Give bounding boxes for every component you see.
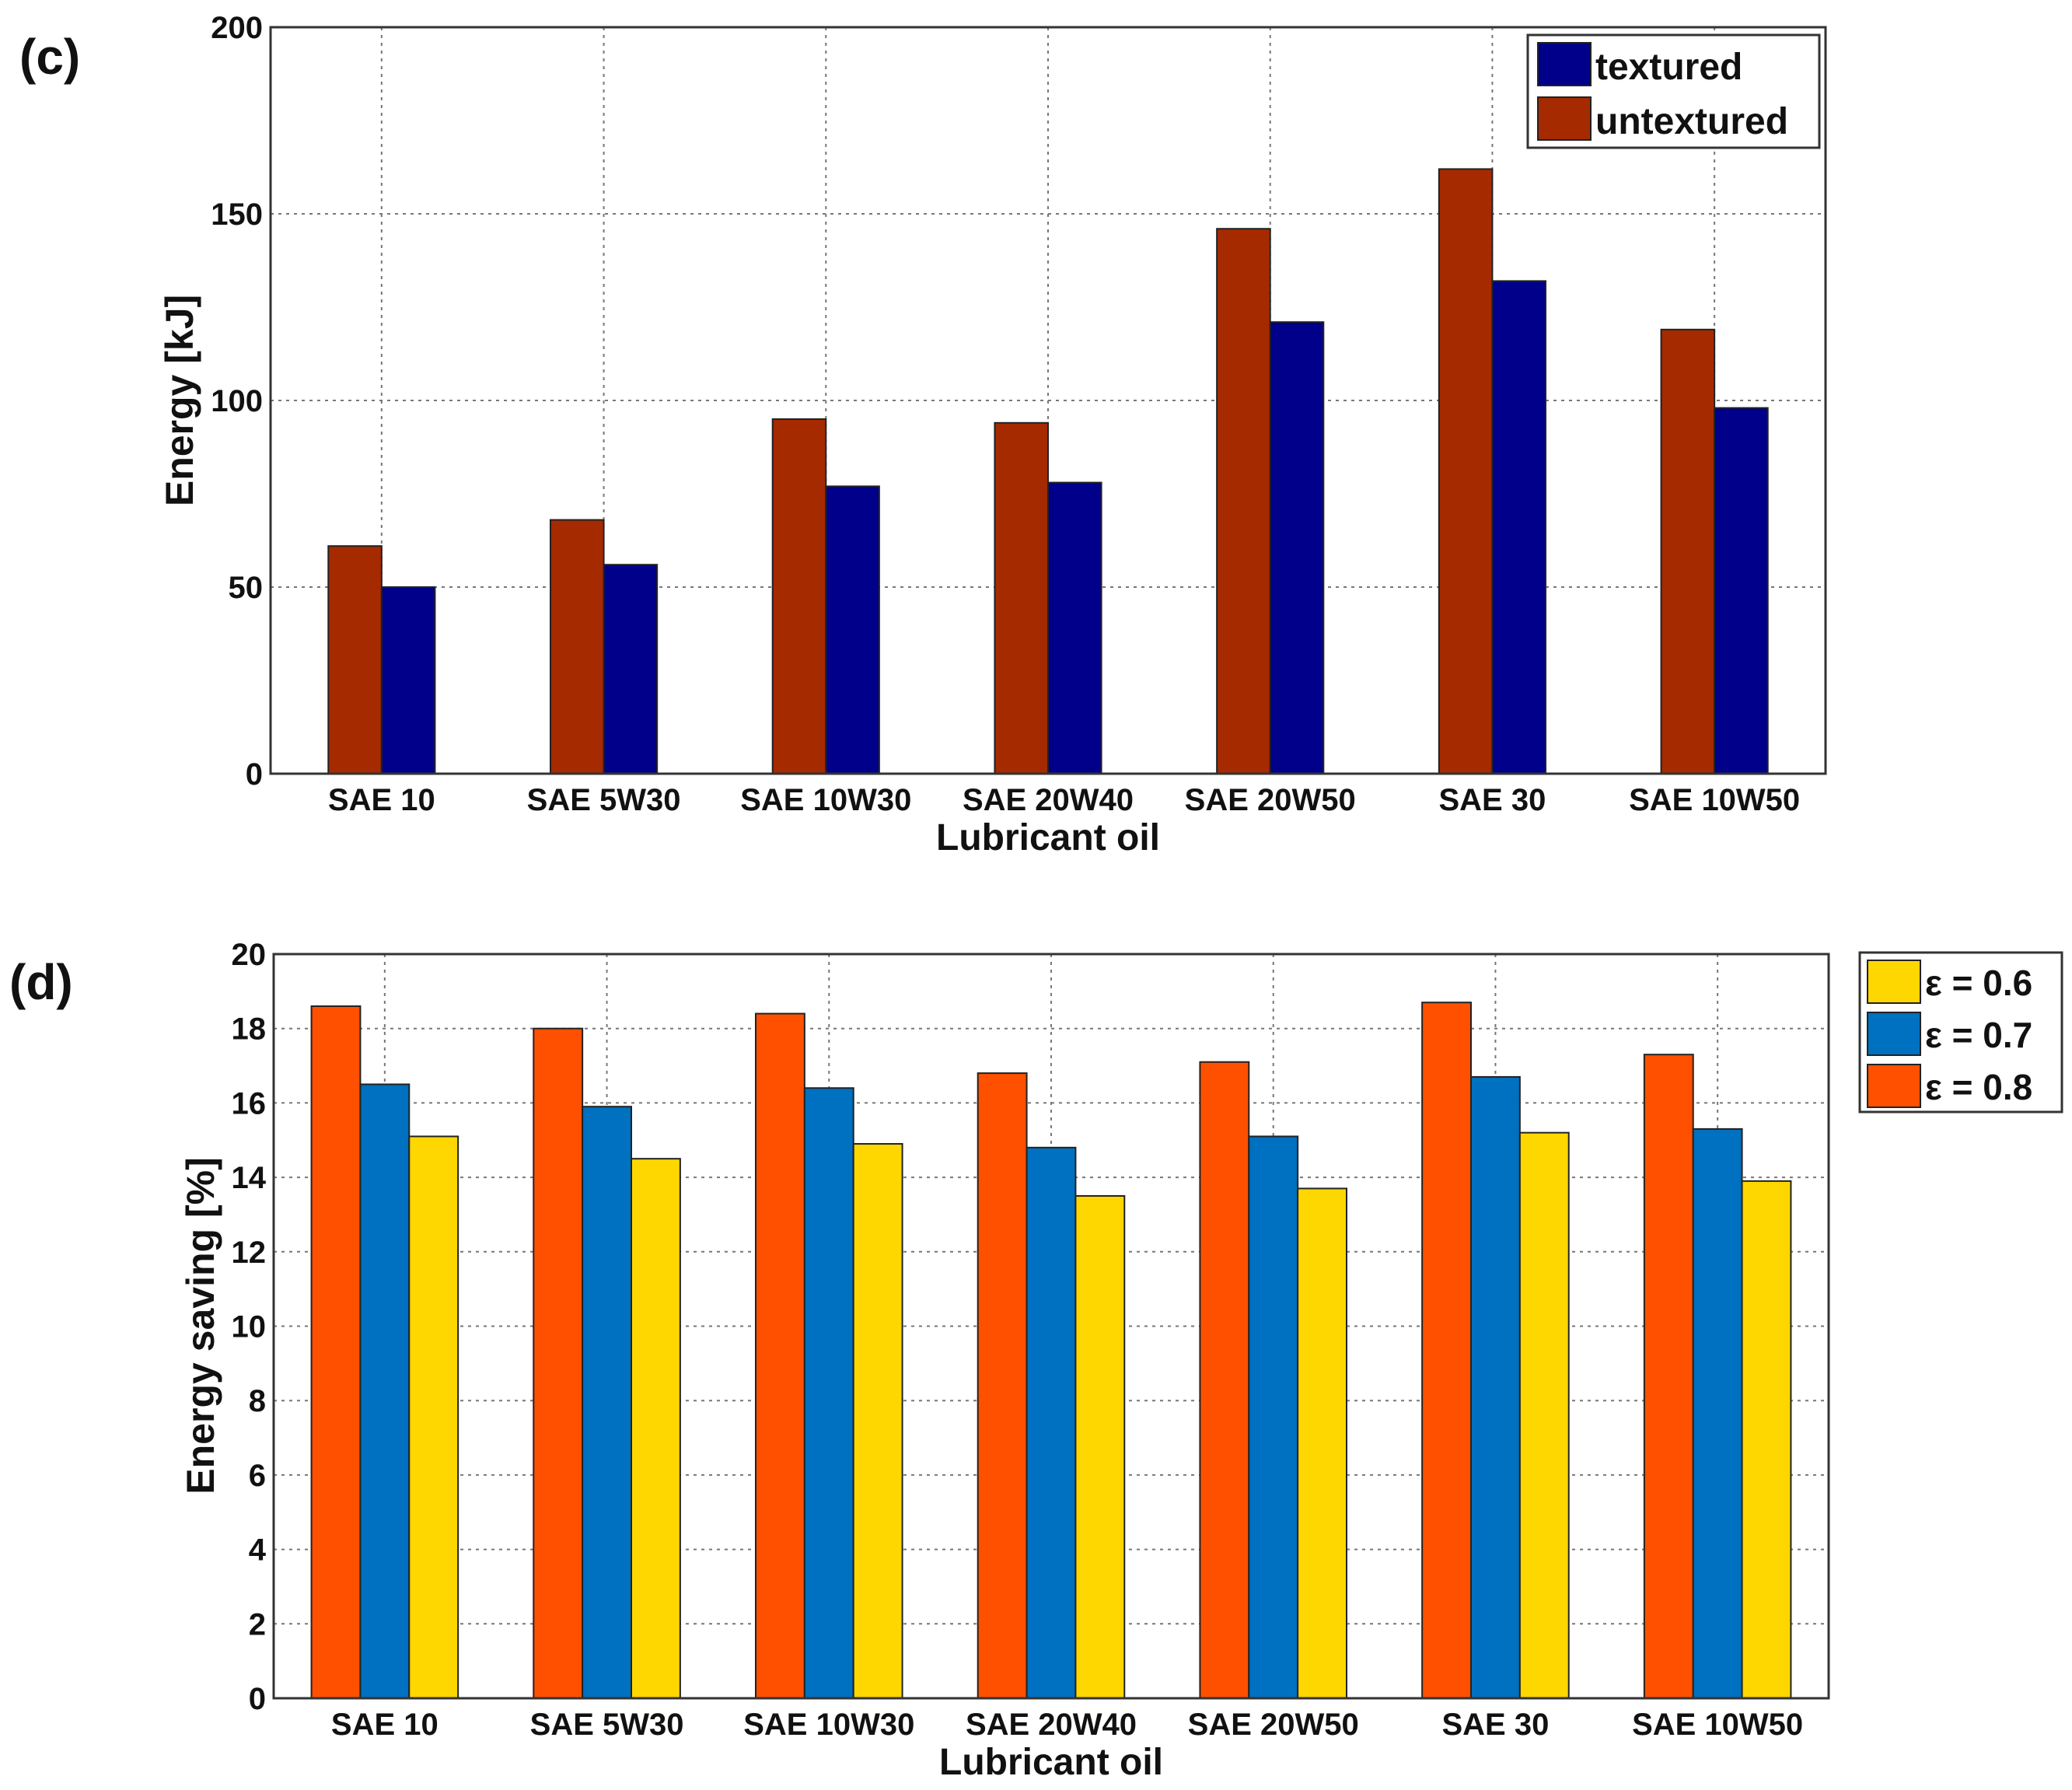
x-tick-label-sae-10w50: SAE 10W50 <box>1629 783 1800 817</box>
bar-0-8-sae-10w50 <box>1643 1054 1694 1699</box>
bar-0-7-sae-20w50 <box>1248 1135 1299 1699</box>
x-tick-label-sae-10w50: SAE 10W50 <box>1632 1708 1803 1742</box>
legend-label-textured: textured <box>1595 47 1742 88</box>
y-tick-label: 12 <box>232 1236 267 1270</box>
x-tick-label-sae-20w50: SAE 20W50 <box>1185 783 1356 817</box>
bar-0-7-sae-20w40 <box>1026 1146 1077 1699</box>
x-tick-labels-c: SAE 10 SAE 5W30 SAE 10W30 SAE 20W40 SAE 20W5… <box>328 783 1800 817</box>
y-tick-label: 18 <box>232 1012 267 1047</box>
legend-swatch-untextured <box>1537 96 1592 141</box>
x-tick-label-sae-20w50: SAE 20W50 <box>1188 1708 1359 1742</box>
y-tick-label: 6 <box>249 1459 266 1493</box>
axes-frame-c <box>269 26 1827 775</box>
bar-untextured-sae-20w50 <box>1216 228 1271 774</box>
y-tick-labels-d: 0 2 4 6 8 10 12 14 16 18 20 <box>232 938 267 1716</box>
y-tick-label: 2 <box>249 1607 266 1641</box>
bar-untextured-sae-5w30 <box>550 519 605 774</box>
y-axis-label-c: Energy [kJ] <box>158 295 201 506</box>
bar-0-7-sae-10w50 <box>1692 1127 1743 1699</box>
y-tick-label: 14 <box>232 1161 267 1195</box>
bar-0-6-sae-10w50 <box>1741 1180 1792 1699</box>
bar-textured-sae-5w30 <box>603 564 659 774</box>
y-tick-label: 10 <box>232 1310 267 1344</box>
bar-0-6-sae-10 <box>408 1135 459 1699</box>
x-tick-label-sae-5w30: SAE 5W30 <box>527 783 681 817</box>
bar-untextured-sae-10w30 <box>771 418 827 774</box>
y-tick-label: 150 <box>211 198 263 232</box>
bar-0-8-sae-10w30 <box>755 1012 805 1700</box>
bar-0-7-sae-10 <box>359 1083 411 1699</box>
bar-0-7-sae-30 <box>1470 1075 1521 1699</box>
bar-textured-sae-30 <box>1491 280 1547 774</box>
y-tick-label: 200 <box>211 11 263 45</box>
y-tick-label: 50 <box>229 571 264 605</box>
legend-label-eps-08: ε = 0.8 <box>1925 1067 2032 1107</box>
y-tick-label: 100 <box>211 384 263 418</box>
legend-swatch-eps-06 <box>1867 960 1921 1004</box>
x-tick-label-sae-20w40: SAE 20W40 <box>963 783 1134 817</box>
bar-0-8-sae-20w40 <box>977 1072 1028 1699</box>
x-tick-label-sae-10w30: SAE 10W30 <box>740 783 911 817</box>
bar-untextured-sae-20w40 <box>994 421 1050 774</box>
x-tick-labels-d: SAE 10 SAE 5W30 SAE 10W30 SAE 20W40 SAE 20W5… <box>331 1708 1803 1742</box>
bar-0-6-sae-10w30 <box>852 1143 903 1700</box>
panel-label-c: (c) <box>19 29 80 85</box>
bar-textured-sae-10w50 <box>1714 407 1769 774</box>
y-tick-label: 20 <box>232 938 267 972</box>
y-tick-label: 4 <box>249 1533 267 1568</box>
legend-swatch-eps-07 <box>1867 1012 1921 1056</box>
bar-textured-sae-10 <box>380 586 436 774</box>
bars-c <box>327 168 1769 775</box>
bar-0-8-sae-30 <box>1421 1002 1472 1699</box>
bar-textured-sae-10w30 <box>825 485 880 775</box>
bar-untextured-sae-30 <box>1438 168 1494 774</box>
legend-c: textured untextured <box>1526 33 1821 149</box>
x-tick-label-sae-30: SAE 30 <box>1438 783 1546 817</box>
bar-untextured-sae-10 <box>327 545 383 774</box>
y-tick-label: 0 <box>249 1682 266 1716</box>
bar-0-7-sae-5w30 <box>582 1106 633 1700</box>
y-axis-label-d: Energy saving [%] <box>179 1157 222 1494</box>
y-tick-label: 16 <box>232 1086 267 1120</box>
legend-d: ε = 0.6 ε = 0.7 ε = 0.8 <box>1858 951 2063 1114</box>
x-tick-label-sae-30: SAE 30 <box>1441 1708 1549 1742</box>
axes-frame-d <box>272 953 1830 1700</box>
legend-label-untextured: untextured <box>1595 101 1788 142</box>
legend-swatch-eps-08 <box>1867 1064 1921 1108</box>
bar-0-6-sae-20w50 <box>1297 1187 1347 1699</box>
bar-0-6-sae-20w40 <box>1074 1195 1126 1699</box>
bar-0-6-sae-5w30 <box>631 1158 681 1700</box>
bars-d <box>310 1002 1792 1700</box>
x-tick-label-sae-10w30: SAE 10W30 <box>743 1708 914 1742</box>
y-tick-label: 0 <box>246 757 263 792</box>
bar-textured-sae-20w40 <box>1047 481 1102 774</box>
bar-0-8-sae-5w30 <box>533 1027 584 1699</box>
bar-0-8-sae-10 <box>310 1005 362 1699</box>
x-tick-label-sae-10: SAE 10 <box>331 1708 439 1742</box>
panel-label-d: (d) <box>9 954 73 1010</box>
legend-label-eps-07: ε = 0.7 <box>1925 1015 2032 1055</box>
y-tick-labels-c: 0 50 100 150 200 <box>211 11 263 792</box>
legend-swatch-textured <box>1537 42 1592 86</box>
x-axis-label-c: Lubricant oil <box>936 817 1160 858</box>
x-tick-label-sae-10: SAE 10 <box>328 783 435 817</box>
x-axis-label-d: Lubricant oil <box>939 1742 1163 1783</box>
bar-untextured-sae-10w50 <box>1660 328 1716 774</box>
x-tick-label-sae-20w40: SAE 20W40 <box>966 1708 1137 1742</box>
y-tick-label: 8 <box>249 1384 266 1418</box>
bar-0-8-sae-20w50 <box>1199 1061 1250 1699</box>
bar-0-7-sae-10w30 <box>803 1087 854 1699</box>
bar-0-6-sae-30 <box>1518 1131 1570 1700</box>
panel-c-energy-chart: (c) 0 50 100 150 200 SAE 10 SAE 5W30 SAE 10W30… <box>19 11 1827 858</box>
bar-textured-sae-20w50 <box>1269 321 1325 774</box>
x-tick-label-sae-5w30: SAE 5W30 <box>530 1708 684 1742</box>
legend-label-eps-06: ε = 0.6 <box>1925 963 2032 1003</box>
